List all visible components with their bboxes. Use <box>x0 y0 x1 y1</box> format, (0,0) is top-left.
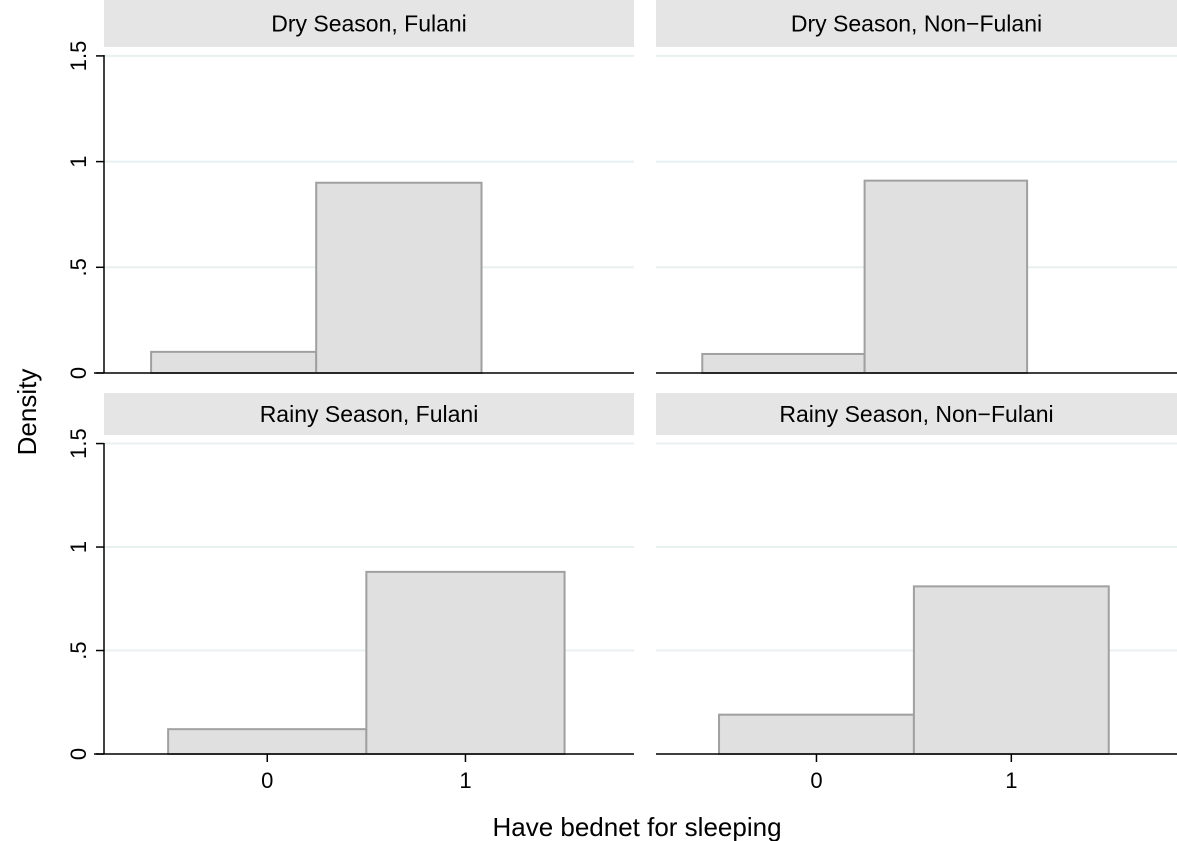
panel-title: Rainy Season, Fulani <box>260 401 479 427</box>
y-tick-label: 0 <box>66 367 91 379</box>
panel-strip <box>656 393 1177 435</box>
bar-0 <box>150 350 318 374</box>
panel-4: Rainy Season, Non−Fulani 0 1 <box>656 393 1177 793</box>
bar-1 <box>315 181 483 374</box>
x-tick-label: 1 <box>1005 768 1017 793</box>
panel-title: Dry Season, Fulani <box>271 11 467 37</box>
y-tick-label: .5 <box>66 641 91 659</box>
bar-0 <box>167 728 368 755</box>
x-axis-title: Have bednet for sleeping <box>492 812 781 841</box>
panel-strip <box>104 0 634 47</box>
panel-strip <box>104 393 634 435</box>
x-tick-label: 0 <box>810 768 822 793</box>
y-tick-label: 1.5 <box>66 428 91 459</box>
panel-2: Dry Season, Non−Fulani <box>656 0 1177 374</box>
x-tick-label: 1 <box>459 768 471 793</box>
panel-strip <box>656 0 1177 47</box>
y-axis-title: Density <box>12 369 42 456</box>
panel-title: Rainy Season, Non−Fulani <box>779 401 1053 427</box>
y-tick-label: .5 <box>66 258 91 276</box>
bar-1 <box>863 179 1029 374</box>
y-tick-label: 1.5 <box>66 41 91 72</box>
y-tick-label: 1 <box>66 541 91 553</box>
bar-0 <box>701 352 866 374</box>
y-tick-label: 0 <box>66 748 91 760</box>
panel-title: Dry Season, Non−Fulani <box>791 11 1042 37</box>
panel-1: Dry Season, Fulani 0 .5 1 1.5 <box>66 0 634 379</box>
panel-3: Rainy Season, Fulani 0 .5 1 1.5 0 1 <box>66 393 634 793</box>
bar-0 <box>718 713 915 755</box>
y-tick-label: 1 <box>66 155 91 167</box>
x-tick-label: 0 <box>261 768 273 793</box>
bar-1 <box>912 585 1110 756</box>
bar-1 <box>365 570 566 755</box>
